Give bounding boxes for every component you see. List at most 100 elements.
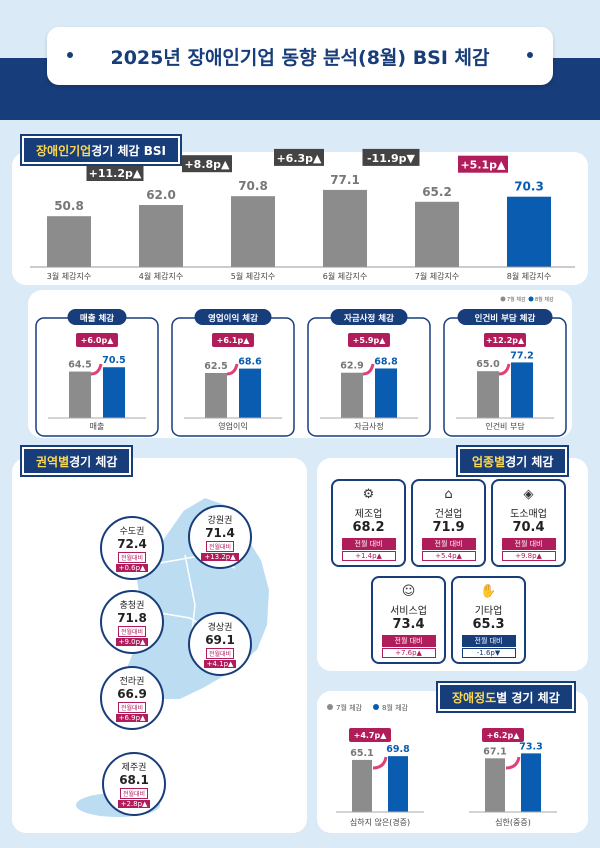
x-tick-label: 7월 체감지수 xyxy=(415,271,459,281)
panel-title: 인건비 부담 체감 xyxy=(475,313,536,324)
bar-7월 체감 xyxy=(477,371,499,418)
bar-value-label: 68.8 xyxy=(374,356,398,367)
change-label: +6.0p▲ xyxy=(81,336,115,345)
industry-card-other: ✋ 기타업 65.3 전월 대비 -1.6p▼ xyxy=(451,576,526,664)
x-tick-label: 인건비 부담 xyxy=(485,421,525,431)
box-icon: ◈ xyxy=(523,487,534,502)
title-box: 2025년 장애인기업 동향 분석(8월) BSI 체감 xyxy=(47,27,553,85)
smile-icon: ☺ xyxy=(401,584,416,599)
x-tick-label: 심하지 않은(경증) xyxy=(350,817,410,827)
panel-title: 자금사정 체감 xyxy=(344,313,394,324)
bar-8월 체감 xyxy=(103,367,125,418)
legend-swatch xyxy=(327,704,333,710)
section-ribbon-disability: 장애정도 별 경기 체감 xyxy=(436,681,576,713)
panel-title-pill xyxy=(330,309,408,325)
bullet-dot xyxy=(67,52,73,58)
bar-value-label: 69.8 xyxy=(386,744,410,755)
bar-value-label: 68.6 xyxy=(238,357,262,368)
x-tick-label: 매출 xyxy=(90,421,105,431)
x-tick-label: 8월 체감지수 xyxy=(507,271,551,281)
hand-icon: ✋ xyxy=(480,584,497,599)
page-title: 2025년 장애인기업 동향 분석(8월) BSI 체감 xyxy=(110,46,490,69)
change-badge xyxy=(212,333,254,347)
change-badge xyxy=(484,333,526,347)
bar-7월 체감 xyxy=(485,758,505,812)
bar-value-label: 62.9 xyxy=(340,361,363,372)
change-badge xyxy=(349,728,391,742)
panel-title-pill xyxy=(194,309,272,325)
change-badge xyxy=(362,148,420,166)
bar-8월 체감지수 xyxy=(507,196,551,267)
x-tick-label: 6월 체감지수 xyxy=(323,271,367,281)
legend-swatch xyxy=(373,704,379,710)
bar-value-label: 62.5 xyxy=(204,361,227,372)
panel-title-pill xyxy=(457,309,553,325)
bar-7월 체감 xyxy=(341,372,363,418)
section-ribbon-region: 권역별 경기 체감 xyxy=(19,445,134,477)
change-badge xyxy=(182,155,232,173)
region-badge-capital: 수도권 72.4 전월대비 +0.6p▲ xyxy=(100,516,164,580)
increase-arrow xyxy=(362,363,375,376)
industry-card-construction: ⌂ 건설업 71.9 전월 대비 +5.4p▲ xyxy=(411,479,486,567)
bar-value-label: 70.8 xyxy=(238,179,268,193)
change-label: +6.3p▲ xyxy=(276,152,322,165)
region-badge-gangwon: 강원권 71.4 전월대비 +13.2p▲ xyxy=(188,505,252,569)
change-label: -11.9p▼ xyxy=(367,152,416,165)
x-tick-label: 심한(중증) xyxy=(495,817,531,827)
industry-card-manufacturing: ⚙ 제조업 68.2 전월 대비 +1.4p▲ xyxy=(331,479,406,567)
increase-arrow xyxy=(90,363,103,376)
change-label: +6.1p▲ xyxy=(217,336,251,345)
house-icon: ⌂ xyxy=(444,487,453,502)
bar-value-label: 73.3 xyxy=(519,741,542,752)
legend-label: 8월 체감 xyxy=(382,703,409,712)
bullet-dot xyxy=(527,52,533,58)
gear-icon: ⚙ xyxy=(362,487,375,502)
legend-label: 8월 체감 xyxy=(535,296,554,303)
change-label: +12.2p▲ xyxy=(486,336,525,345)
industry-card-wholesale-retail: ◈ 도소매업 70.4 전월 대비 +9.8p▲ xyxy=(491,479,566,567)
change-badge xyxy=(86,164,144,181)
change-label: +6.2p▲ xyxy=(487,731,521,740)
change-label: +4.7p▲ xyxy=(354,731,388,740)
change-badge xyxy=(458,155,508,173)
bar-value-label: 70.5 xyxy=(102,355,125,366)
change-label: +8.8p▲ xyxy=(184,158,230,171)
bar-7월 체감지수 xyxy=(415,201,459,267)
section-ribbon-monthly: 장애인기업 경기 체감 BSI xyxy=(20,134,182,166)
bar-5월 체감지수 xyxy=(231,196,275,267)
panel-title: 영업이익 체감 xyxy=(208,313,258,324)
bar-value-label: 67.1 xyxy=(483,746,506,757)
bar-8월 체감 xyxy=(521,753,541,812)
monthly-bsi-chart: 50.8 3월 체감지수 62.0 4월 체감지수 70.8 5월 체감지수 77.1 6월 … xyxy=(30,148,575,281)
section-ribbon-industry: 업종별 경기 체감 xyxy=(455,445,570,477)
x-tick-label: 5월 체감지수 xyxy=(231,271,275,281)
bar-8월 체감 xyxy=(375,368,397,418)
change-badge xyxy=(348,333,390,347)
increase-arrow xyxy=(226,363,239,376)
bar-value-label: 65.0 xyxy=(476,359,500,370)
bar-value-label: 62.0 xyxy=(146,188,176,202)
legend-label: 7월 체감 xyxy=(336,703,363,712)
change-badge xyxy=(76,333,118,347)
bar-7월 체감 xyxy=(69,371,91,418)
change-label: +11.2p▲ xyxy=(89,167,142,180)
bar-value-label: 50.8 xyxy=(54,199,84,213)
increase-arrow xyxy=(505,756,521,770)
x-tick-label: 4월 체감지수 xyxy=(139,271,183,281)
region-badge-gyeongsang: 경상권 69.1 전월대비 +4.1p▲ xyxy=(188,612,252,676)
change-label: +5.1p▲ xyxy=(460,159,506,172)
x-tick-label: 자금사정 xyxy=(354,421,383,431)
bar-7월 체감 xyxy=(205,373,227,418)
panel-title: 매출 체감 xyxy=(80,313,114,324)
legend-swatch xyxy=(528,296,534,302)
region-badge-chungcheong: 충청권 71.8 전월대비 +9.0p▲ xyxy=(100,590,164,654)
bar-3월 체감지수 xyxy=(47,216,91,267)
bar-8월 체감 xyxy=(388,756,408,812)
disability-chart: 7월 체감 8월 체감 65.1 69.8 심하지 않은(경증) +4.7p▲ 67.1 73… xyxy=(327,703,557,827)
bar-value-label: 77.2 xyxy=(510,350,533,361)
bar-value-label: 70.3 xyxy=(514,180,544,194)
bar-8월 체감 xyxy=(239,368,261,418)
bar-value-label: 77.1 xyxy=(330,173,360,187)
